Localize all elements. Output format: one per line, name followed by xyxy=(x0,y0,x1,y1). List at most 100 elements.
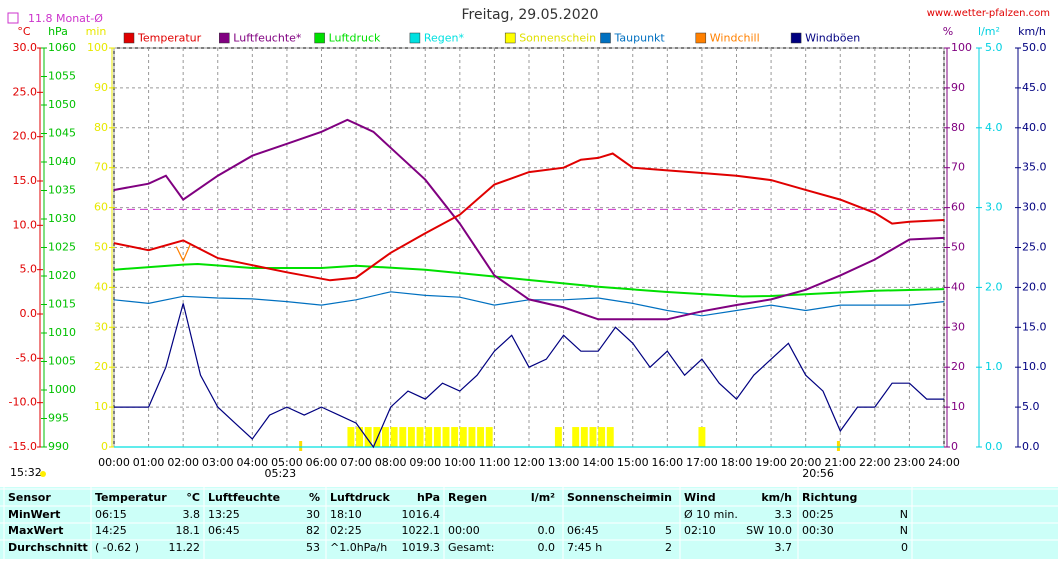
y-tick-label: 40 xyxy=(951,280,965,293)
legend-swatch xyxy=(695,32,707,44)
sunshine-bar xyxy=(589,427,597,447)
axis-unit: % xyxy=(943,25,953,38)
table-cell: 0.0 xyxy=(538,541,556,554)
y-tick-label: 30 xyxy=(94,320,108,333)
x-tick-label: 23:00 xyxy=(894,456,926,469)
y-tick-label: 60 xyxy=(94,201,108,214)
y-tick-label: 15.0 xyxy=(1022,320,1047,333)
x-tick-label: 04:00 xyxy=(236,456,268,469)
sunshine-bar xyxy=(477,427,485,447)
legend-label: Luftdruck xyxy=(329,32,381,45)
y-tick-label: 50 xyxy=(94,241,108,254)
table-cell: 18:10 xyxy=(330,508,362,521)
table-header: Luftfeuchte xyxy=(208,491,280,504)
sunshine-bar xyxy=(459,427,467,447)
sunshine-bar xyxy=(606,427,614,447)
y-tick-label: 1000 xyxy=(48,383,76,396)
y-tick-label: 15.0 xyxy=(13,174,38,187)
table-cell: 30 xyxy=(306,508,320,521)
sunshine-bar xyxy=(373,427,381,447)
sunset-label: 20:56 xyxy=(802,467,834,480)
y-tick-label: 50 xyxy=(951,241,965,254)
stats-table: Sensor MinWert MaxWert Durchschnitt Temperat… xyxy=(0,487,1058,559)
legend-label: Windchill xyxy=(710,32,760,45)
y-tick-label: -5.0 xyxy=(16,351,37,364)
y-tick-label: 1055 xyxy=(48,70,76,83)
y-tick-label: 0.0 xyxy=(1022,440,1040,453)
sunshine-bar xyxy=(416,427,424,447)
table-cell: 1019.3 xyxy=(402,541,441,554)
y-tick-label: 70 xyxy=(951,161,965,174)
y-tick-label: 0 xyxy=(101,440,108,453)
table-header: hPa xyxy=(417,491,440,504)
table-cell: 02:10 xyxy=(684,524,716,537)
y-tick-label: 990 xyxy=(48,440,69,453)
sunshine-bar xyxy=(433,427,441,447)
y-tick-label: 1060 xyxy=(48,41,76,54)
y-tick-label: 100 xyxy=(951,41,972,54)
x-tick-label: 22:00 xyxy=(859,456,891,469)
y-tick-label: 70 xyxy=(94,161,108,174)
table-cell: 7:45 h xyxy=(567,541,602,554)
table-cell: N xyxy=(900,524,908,537)
table-cell: 11.22 xyxy=(169,541,201,554)
y-tick-label: 30.0 xyxy=(1022,201,1047,214)
y-tick-label: 5.0 xyxy=(20,263,38,276)
table-cell: 00:30 xyxy=(802,524,834,537)
table-cell: 0.0 xyxy=(538,524,556,537)
sunshine-bar xyxy=(554,427,562,447)
chart-title: Freitag, 29.05.2020 xyxy=(462,7,599,23)
y-tick-label: 10 xyxy=(951,400,965,413)
y-tick-label: 2.0 xyxy=(985,280,1003,293)
axis-unit: min xyxy=(86,25,107,38)
legend-label: Taupunkt xyxy=(614,32,666,45)
table-cell: 3.8 xyxy=(183,508,201,521)
sun-icon xyxy=(40,471,46,477)
table-cell: MaxWert xyxy=(8,524,63,537)
y-tick-label: 60 xyxy=(951,201,965,214)
sunshine-bar xyxy=(442,427,450,447)
x-tick-label: 24:00 xyxy=(928,456,960,469)
table-cell: 0 xyxy=(901,541,908,554)
legend-swatch xyxy=(409,32,421,44)
x-tick-label: 11:00 xyxy=(479,456,511,469)
table-cell: 06:45 xyxy=(567,524,599,537)
table-header: km/h xyxy=(761,491,792,504)
table-cell: 00:25 xyxy=(802,508,834,521)
y-tick-label: 80 xyxy=(94,121,108,134)
y-tick-label: 1035 xyxy=(48,184,76,197)
sunshine-bar xyxy=(485,427,493,447)
table-cell: 1022.1 xyxy=(402,524,441,537)
table-cell: 1016.4 xyxy=(402,508,441,521)
table-header: l/m² xyxy=(531,491,555,504)
series-line xyxy=(114,303,944,449)
legend-label: Regen* xyxy=(424,32,465,45)
x-tick-label: 14:00 xyxy=(582,456,614,469)
x-tick-label: 15:00 xyxy=(617,456,649,469)
sunshine-bar xyxy=(580,427,588,447)
legend-label: Temperatur xyxy=(137,32,202,45)
y-tick-label: 1025 xyxy=(48,241,76,254)
table-cell: 3.3 xyxy=(775,508,793,521)
table-cell: ^1.0hPa/h xyxy=(330,541,387,554)
sunrise-marker xyxy=(299,441,303,451)
sunshine-bar xyxy=(598,427,606,447)
y-tick-label: 40.0 xyxy=(1022,121,1047,134)
y-tick-label: 90 xyxy=(94,81,108,94)
legend-swatch xyxy=(314,32,325,44)
table-cell: 2 xyxy=(665,541,672,554)
site-url: www.wetter-pfalzen.com xyxy=(927,8,1050,19)
x-tick-label: 07:00 xyxy=(340,456,372,469)
y-tick-label: 0.0 xyxy=(985,440,1003,453)
table-header: % xyxy=(309,491,320,504)
legend-label: Luftfeuchte* xyxy=(233,32,302,45)
x-tick-label: 00:00 xyxy=(98,456,130,469)
axis-unit: km/h xyxy=(1018,25,1046,38)
table-cell: 00:00 xyxy=(448,524,480,537)
y-tick-label: 30 xyxy=(951,320,965,333)
table-cell: SW 10.0 xyxy=(746,524,792,537)
y-tick-label: 80 xyxy=(951,121,965,134)
y-tick-label: -15.0 xyxy=(9,440,37,453)
table-cell: 06:45 xyxy=(208,524,240,537)
y-tick-label: 25.0 xyxy=(13,85,38,98)
